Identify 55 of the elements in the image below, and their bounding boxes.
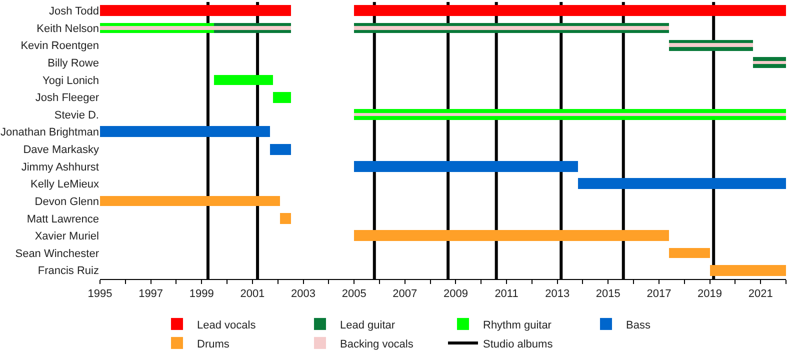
x-tick-label: 2011 [494,288,518,300]
y-tick-label: Josh Fleeger [35,92,100,104]
x-tick-label: 1999 [189,288,214,300]
x-tick-label: 2013 [545,288,570,300]
x-tick-label: 1997 [138,288,164,300]
bar [710,265,786,276]
y-tick-label: Xavier Muriel [34,230,99,243]
x-tick-label: 2017 [646,288,672,300]
bar [100,126,270,137]
bar [753,61,786,64]
legend-label: Drums [197,338,230,350]
bar [100,26,291,30]
bar [669,43,753,47]
legend-label: Lead guitar [340,319,396,332]
x-tick-label: 2021 [748,288,773,300]
y-tick-label: Devon Glenn [34,196,99,208]
bar [214,75,273,85]
y-tick-label: Kelly LeMieux [30,178,100,191]
y-tick-label: Josh Todd [49,6,99,18]
bar [578,178,786,189]
y-tick-label: Kevin Roentgen [20,40,99,52]
y-tick-label: Keith Nelson [36,22,99,35]
x-tick-label: 2003 [291,288,316,300]
bar [354,113,786,116]
bar [280,213,291,224]
y-tick-label: Dave Markasky [23,144,100,156]
x-tick-label: 2007 [392,288,418,300]
y-tick-label: Matt Lawrence [26,213,99,226]
y-tick-label: Stevie D. [54,109,99,122]
x-tick-label: 2019 [698,288,722,300]
legend-label: Studio albums [483,338,554,350]
x-tick-label: 2009 [443,288,468,300]
y-tick-label: Sean Winchester [15,248,100,260]
legend-label: Rhythm guitar [483,319,552,332]
x-tick-label: 2015 [596,288,620,300]
y-tick-label: Jimmy Ashhurst [21,161,99,174]
legend-label: Lead vocals [197,319,256,332]
legend-label: Backing vocals [340,338,414,350]
y-tick-label: Billy Rowe [48,57,99,70]
bar [273,92,291,103]
legend-label: Bass [626,319,651,332]
x-tick-label: 2005 [342,288,366,300]
x-tick-label: 1995 [88,288,112,300]
y-tick-label: Yogi Lonich [42,74,99,87]
x-tick-label: 2001 [240,288,265,300]
bar [354,230,669,241]
bar [669,248,710,258]
bar [270,144,291,155]
bar [100,196,280,206]
y-tick-label: Jonathan Brightman [0,126,99,139]
bar [354,161,578,172]
bar [354,5,786,16]
bar [354,26,669,30]
bar [100,5,291,16]
y-tick-label: Francis Ruiz [38,265,99,278]
